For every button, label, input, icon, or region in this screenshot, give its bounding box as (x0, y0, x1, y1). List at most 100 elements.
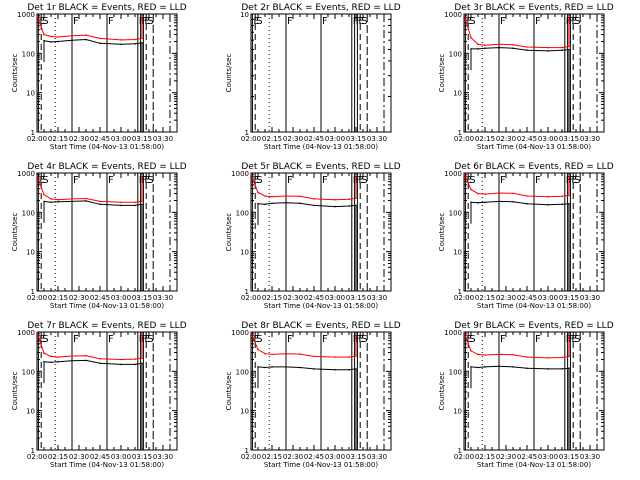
flag-label-s: S (469, 334, 475, 345)
flag-label-s: S (42, 175, 48, 186)
flag-label-s: S (361, 334, 367, 345)
flag-label-f: F (356, 16, 362, 27)
x-axis-title: Start Time (04-Nov-13 01:58:00) (50, 302, 164, 310)
point-lld (463, 14, 465, 16)
x-tick-label: 03:00 (111, 135, 131, 143)
point-events (512, 47, 514, 49)
chart-panel-3: Det 3r BLACK = Events, RED = LLD 1 10 100 10… (438, 3, 614, 151)
y-axis-title: Counts/sec (225, 54, 233, 93)
flag-label-f: F (322, 16, 328, 27)
chart-title: Det 2r BLACK = Events, RED = LLD (241, 3, 400, 13)
series-events (43, 359, 143, 365)
flag-label-e: E (358, 334, 364, 345)
flag-label-s: S (574, 334, 580, 345)
flag-label-e: E (466, 334, 472, 345)
chart-title: Det 9r BLACK = Events, RED = LLD (454, 321, 613, 331)
chart-title: Det 7r BLACK = Events, RED = LLD (27, 321, 186, 331)
point-lld (526, 195, 528, 197)
point-lld (498, 192, 500, 194)
x-tick-label: 03:15 (132, 453, 152, 461)
x-tick-label: 02:15 (475, 294, 495, 302)
y-tick-label: 1 (458, 447, 462, 455)
flag-label-f: F (500, 334, 506, 345)
x-tick-label: 03:30 (580, 294, 600, 302)
x-tick-label: 03:15 (559, 135, 579, 143)
y-tick-label: 100 (236, 209, 249, 217)
flag-label-e: E (144, 334, 150, 345)
series-lld (463, 173, 570, 198)
point-lld (561, 46, 563, 49)
point-events (99, 42, 101, 45)
point-lld (57, 356, 59, 358)
flag-label-e: E (358, 16, 364, 27)
y-tick-label: 100 (449, 368, 462, 376)
x-tick-label: 03:30 (367, 294, 387, 302)
x-tick-label: 03:00 (538, 135, 558, 143)
y-tick-label: 1 (458, 288, 462, 296)
series-lld (463, 14, 570, 49)
point-lld (250, 332, 252, 334)
x-tick-label: 03:00 (325, 294, 345, 302)
x-tick-label: 03:00 (538, 294, 558, 302)
x-tick-label: 02:45 (304, 294, 324, 302)
x-axis-title: Start Time (04-Nov-13 01:58:00) (264, 461, 378, 469)
series-lld (250, 174, 357, 201)
x-tick-label: 02:45 (90, 135, 110, 143)
chart-panel-2: Det 2r BLACK = Events, RED = LLD 1 10 02:00… (225, 3, 401, 151)
flag-label-f: F (356, 334, 362, 345)
flag-label-e: E (39, 16, 45, 27)
x-tick-label: 03:15 (559, 294, 579, 302)
y-tick-label: 10 (453, 249, 462, 257)
point-lld (561, 195, 563, 198)
flag-label-f: F (569, 16, 575, 27)
chart-panel-4: Det 4r BLACK = Events, RED = LLD 1 10 100 10… (11, 162, 187, 310)
x-tick-label: 02:30 (69, 135, 89, 143)
point-lld (43, 193, 45, 196)
flag-label-f: F (73, 334, 79, 345)
point-lld (477, 192, 479, 195)
x-axis-title: Start Time (04-Nov-13 01:58:00) (264, 302, 378, 310)
x-tick-label: 02:45 (304, 135, 324, 143)
y-tick-label: 1000 (231, 329, 249, 337)
point-lld (36, 175, 38, 177)
point-events (512, 201, 514, 203)
chart-title: Det 4r BLACK = Events, RED = LLD (27, 162, 186, 172)
flag-label-e: E (144, 175, 150, 186)
x-tick-label: 02:00 (241, 453, 261, 461)
series-events (257, 366, 357, 371)
point-lld (526, 46, 528, 48)
point-lld (264, 195, 266, 197)
point-lld (313, 355, 315, 358)
point-lld (134, 38, 136, 41)
flag-label-e: E (144, 16, 150, 27)
x-tick-label: 02:45 (517, 453, 537, 461)
point-events (348, 205, 350, 207)
x-tick-label: 03:15 (346, 453, 366, 461)
flag-label-s: S (147, 175, 153, 186)
x-tick-label: 03:00 (111, 294, 131, 302)
point-lld (257, 191, 259, 194)
y-tick-label: 1000 (444, 11, 462, 19)
x-tick-label: 03:00 (325, 453, 345, 461)
y-tick-label: 1 (31, 129, 35, 137)
y-tick-label: 10 (453, 408, 462, 416)
point-lld (71, 34, 73, 37)
x-tick-label: 02:30 (69, 294, 89, 302)
flag-label-s: S (574, 175, 580, 186)
x-tick-label: 02:15 (475, 135, 495, 143)
flag-label-f: F (353, 16, 359, 27)
x-tick-label: 03:30 (153, 135, 173, 143)
y-tick-label: 10 (26, 249, 35, 257)
y-tick-label: 10 (240, 249, 249, 257)
point-events (313, 204, 315, 207)
point-lld (484, 354, 486, 356)
point-lld (120, 358, 122, 361)
x-tick-label: 02:45 (517, 294, 537, 302)
point-lld (43, 33, 45, 36)
x-tick-label: 03:00 (325, 135, 345, 143)
chart-title: Det 6r BLACK = Events, RED = LLD (454, 162, 613, 172)
